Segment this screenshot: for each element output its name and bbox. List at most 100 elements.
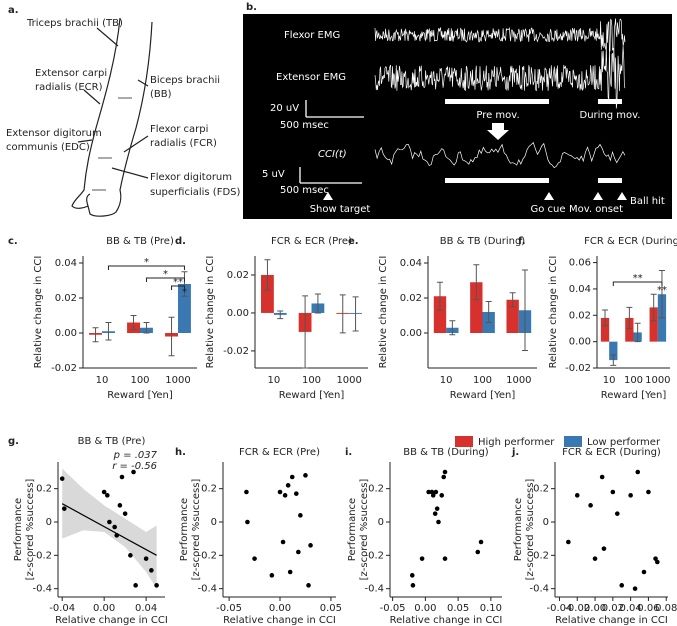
point [441, 474, 447, 480]
point [122, 511, 128, 516]
y-axis-label: Relative change in CCI [205, 256, 216, 369]
error-bar [92, 327, 99, 343]
bar [261, 274, 274, 313]
point [646, 489, 651, 495]
error-bar [658, 269, 665, 319]
y-axis-label: Performance [347, 498, 358, 561]
x-axis-label: Relative change in CCI [223, 615, 336, 626]
arm-drawing [71, 17, 153, 217]
significance-label: * [144, 257, 149, 268]
x-tick-label: 0.04 [135, 603, 157, 614]
point [439, 493, 445, 498]
panel-letter: j. [511, 447, 519, 458]
x-axis-label: Relative change in CCI [55, 615, 168, 626]
muscle-label: Flexor digitorum [150, 172, 232, 183]
x-tick-label: 100 [473, 375, 492, 386]
point [619, 583, 625, 588]
point [143, 556, 149, 561]
point [277, 489, 283, 495]
scale-bars [299, 100, 364, 184]
error-bar [302, 295, 309, 369]
point [131, 469, 136, 475]
significance-bracket [107, 265, 185, 270]
x-tick-label: -0.04 [49, 603, 75, 614]
chart-title: BB & TB (Pre) [106, 236, 174, 247]
x-axis-label: Reward [Yen] [601, 390, 667, 401]
y-axis-label: [z-scored %success] [25, 479, 36, 581]
point [280, 539, 286, 545]
point [614, 511, 620, 516]
point [287, 569, 293, 575]
x-axis-label: Reward [Yen] [450, 390, 516, 401]
scale-label: 20 uV [270, 103, 299, 114]
y-tick-label: 0.06 [569, 258, 591, 269]
x-tick-label: 10 [267, 375, 280, 386]
muscle-label: Biceps brachii [150, 75, 220, 86]
error-bar [130, 315, 137, 330]
y-axis-label: Performance [179, 498, 190, 561]
bar [649, 307, 658, 342]
point [289, 474, 295, 480]
point [149, 568, 154, 573]
y-axis-label: [z-scored %success] [525, 479, 536, 581]
x-tick-label: 0.06 [637, 603, 659, 614]
muscle-label: Flexor carpi [150, 124, 208, 135]
x-tick-label: 0.04 [619, 603, 641, 614]
significance-label: ** [657, 285, 667, 296]
y-axis-label: Performance [13, 498, 24, 561]
legend-label: Low performer [587, 437, 661, 448]
bar [600, 317, 610, 342]
muscle-label: radialis (ECR) [35, 82, 103, 93]
point [285, 483, 291, 488]
significance-bracket [171, 285, 185, 290]
x-axis-label: Relative change in CCI [555, 615, 668, 626]
y-tick-label: 0 [211, 517, 217, 528]
significance-label: ** [633, 273, 643, 284]
y-axis-label: Relative change in CCI [33, 256, 44, 369]
significance-label: * [182, 287, 187, 298]
bar [609, 341, 618, 361]
y-tick-label: -0.2 [529, 550, 549, 561]
muscle-label: radialis (FCR) [150, 138, 217, 149]
legend-swatch [455, 436, 473, 447]
error-bar [626, 306, 633, 329]
point [409, 573, 415, 578]
muscle-label: (BB) [150, 89, 172, 100]
muscle-label: Triceps brachii (TB) [26, 18, 123, 29]
point [635, 469, 641, 475]
error-bar [602, 309, 609, 327]
point [426, 489, 431, 495]
panel-letter: i. [345, 447, 352, 458]
y-tick-label: -0.02 [51, 363, 77, 374]
x-tick-label: 0.05 [447, 603, 469, 614]
error-bar [473, 264, 480, 301]
point [59, 476, 65, 481]
trace [374, 45, 626, 109]
point [119, 474, 125, 480]
scale-label: 5 uV [262, 169, 285, 180]
point [298, 513, 303, 518]
error-bar [314, 293, 321, 314]
point [245, 519, 250, 525]
y-tick-label: -0.4 [364, 584, 384, 595]
y-tick-label: 0.04 [400, 258, 422, 269]
error-bar [610, 354, 617, 366]
chart-title: FCR & ECR (During) [562, 447, 661, 458]
x-tick-label: 1000 [165, 375, 190, 386]
y-tick-label: -0.2 [32, 550, 52, 561]
error-bar [339, 294, 346, 334]
x-tick-label: 1000 [506, 375, 531, 386]
point [599, 474, 605, 480]
x-tick-label: 10 [603, 375, 616, 386]
panel-letter: d. [175, 236, 186, 247]
point [433, 489, 439, 495]
muscle-label: superficialis (FDS) [150, 187, 241, 198]
point [475, 549, 481, 555]
y-tick-label: 0 [378, 517, 384, 528]
y-tick-label: 0.00 [569, 337, 591, 348]
y-tick-label: -0.2 [197, 550, 217, 561]
y-tick-label: -0.4 [197, 584, 217, 595]
y-tick-label: 0.00 [400, 328, 422, 339]
point [296, 549, 301, 555]
x-tick-label: 0.05 [320, 603, 342, 614]
